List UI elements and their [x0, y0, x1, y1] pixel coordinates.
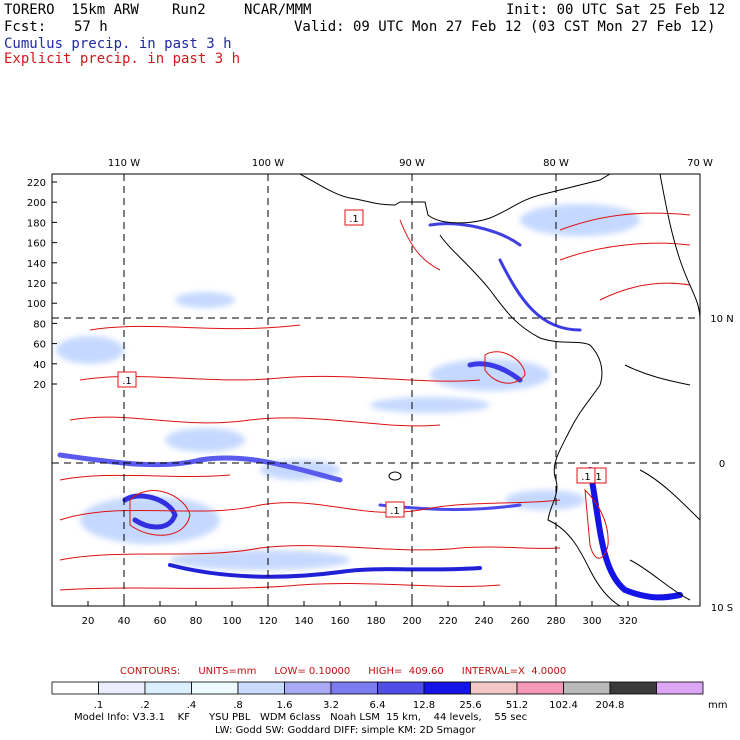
bottom-tick-label: 280: [546, 616, 565, 627]
physics-info: LW: Godd SW: Goddard DIFF: simple KM: 2D…: [215, 725, 476, 736]
bottom-tick-label: 260: [510, 616, 529, 627]
model-title: TORERO 15km ARW: [4, 2, 139, 18]
longitude-label: 80 W: [543, 158, 569, 169]
bottom-tick-label: 320: [618, 616, 637, 627]
model-info: Model Info: V3.3.1 KF YSU PBL WDM 6class…: [74, 712, 528, 723]
contours-label: CONTOURS:: [120, 666, 181, 677]
longitude-label: 110 W: [108, 158, 140, 169]
colorbar-swatch: [284, 681, 332, 695]
contour-box-label: .1: [581, 472, 591, 483]
intense-precip-bands: [57, 222, 683, 601]
legend-explicit: Explicit precip. in past 3 h: [4, 51, 241, 67]
colorbar-label: .2: [140, 700, 150, 711]
left-tick-label: 120: [27, 279, 46, 290]
contour-box: [385, 501, 405, 518]
contour-box-label: .1: [122, 376, 132, 387]
bottom-tick-label: 180: [366, 616, 385, 627]
bottom-tick-label: 80: [190, 616, 203, 627]
longitude-labels: 110 W 100 W 90 W 80 W 70 W: [108, 158, 713, 169]
longitude-label: 100 W: [252, 158, 284, 169]
forecast-hour: 57 h: [74, 19, 108, 35]
bottom-tick-label: 220: [438, 616, 457, 627]
longitude-label: 90 W: [399, 158, 425, 169]
graticule: [52, 174, 700, 606]
left-tick-label: 60: [33, 340, 46, 351]
colorbar-label: 204.8: [596, 700, 625, 711]
colorbar-unit: mm: [708, 700, 727, 711]
contours-low: LOW= 0.10000: [274, 666, 351, 677]
colorbar-swatch: [516, 681, 564, 695]
latitude-label: 10 S: [711, 603, 733, 614]
left-tick-label: 40: [33, 360, 46, 371]
bottom-axis: 20 40 60 80 100 120 140 160 180 200 220 240 260 280 30…: [82, 601, 638, 627]
colorbar-swatch: [656, 681, 704, 695]
contours-units: UNITS=mm: [198, 666, 257, 677]
colorbar-label: .4: [187, 700, 197, 711]
colorbar: .1 .2 .4 .8 1.6 3.2 6.4 12.8 25.6 51.2 102.4 204.8 m…: [51, 681, 727, 711]
colorbar-swatch: [237, 681, 285, 695]
bottom-tick-label: 140: [294, 616, 313, 627]
bottom-tick-label: 300: [582, 616, 601, 627]
bottom-tick-label: 160: [330, 616, 349, 627]
contour-box: [576, 467, 596, 484]
bottom-tick-label: 200: [402, 616, 421, 627]
left-tick-label: 140: [27, 259, 46, 270]
cumulus-field: [56, 204, 640, 570]
left-tick-label: 180: [27, 218, 46, 229]
colorbar-swatch: [377, 681, 425, 695]
run-label: Run2: [172, 2, 206, 18]
left-tick-label: 80: [33, 319, 46, 330]
contours-info: CONTOURS: UNITS=mm LOW= 0.10000 HIGH= 409.6…: [120, 666, 584, 677]
colorbar-label: 1.6: [277, 700, 293, 711]
colorbar-swatch: [609, 681, 657, 695]
bottom-tick-label: 100: [222, 616, 241, 627]
contour-box-label: .1: [592, 472, 602, 483]
colorbar-label: 3.2: [323, 700, 339, 711]
colorbar-label: 12.8: [413, 700, 435, 711]
contours-high: HIGH= 409.60: [368, 666, 444, 677]
left-tick-label: 160: [27, 239, 46, 250]
bottom-tick-label: 120: [258, 616, 277, 627]
longitude-label: 70 W: [687, 158, 713, 169]
contour-box: [117, 371, 137, 388]
bottom-tick-label: 60: [154, 616, 167, 627]
colorbar-label: .8: [233, 700, 243, 711]
contour-box-label: .1: [390, 506, 400, 517]
colorbar-swatch: [563, 681, 611, 695]
contour-box-label: .1: [349, 214, 359, 225]
center-label: NCAR/MMM: [244, 2, 312, 18]
init-time: Init: 00 UTC Sat 25 Feb 12: [506, 2, 726, 18]
colorbar-label: 51.2: [506, 700, 528, 711]
contour-label-boxes: .1.1.1.1.1: [117, 209, 607, 518]
colorbar-swatch: [144, 681, 192, 695]
colorbar-swatch: [98, 681, 146, 695]
left-tick-label: 220: [27, 178, 46, 189]
colorbar-label: 25.6: [459, 700, 481, 711]
contours-interval: INTERVAL=X 4.0000: [461, 666, 567, 677]
left-tick-label: 20: [33, 380, 46, 391]
bottom-tick-label: 240: [474, 616, 493, 627]
colorbar-label: .1: [94, 700, 104, 711]
colorbar-swatch: [191, 681, 239, 695]
contour-box: [344, 209, 364, 226]
colorbar-label: 102.4: [549, 700, 578, 711]
left-tick-label: 100: [27, 299, 46, 310]
colorbar-swatch: [51, 681, 99, 695]
colorbar-swatch: [330, 681, 378, 695]
left-tick-label: 200: [27, 198, 46, 209]
latitude-label: 0: [719, 459, 725, 470]
coastlines: [299, 174, 700, 606]
colorbar-swatch: [423, 681, 471, 695]
left-axis: 220 200 180 160 140 120 100 80 60 40 20: [27, 178, 57, 391]
forecast-label: Fcst:: [4, 19, 47, 35]
bottom-tick-label: 20: [82, 616, 95, 627]
latitude-labels: 10 N 0 10 S: [710, 314, 733, 614]
latitude-label: 10 N: [710, 314, 733, 325]
bottom-tick-label: 40: [118, 616, 131, 627]
valid-time: Valid: 09 UTC Mon 27 Feb 12 (03 CST Mon …: [294, 19, 716, 35]
legend-cumulus: Cumulus precip. in past 3 h: [4, 36, 232, 52]
colorbar-label: 6.4: [370, 700, 386, 711]
colorbar-swatch: [470, 681, 518, 695]
